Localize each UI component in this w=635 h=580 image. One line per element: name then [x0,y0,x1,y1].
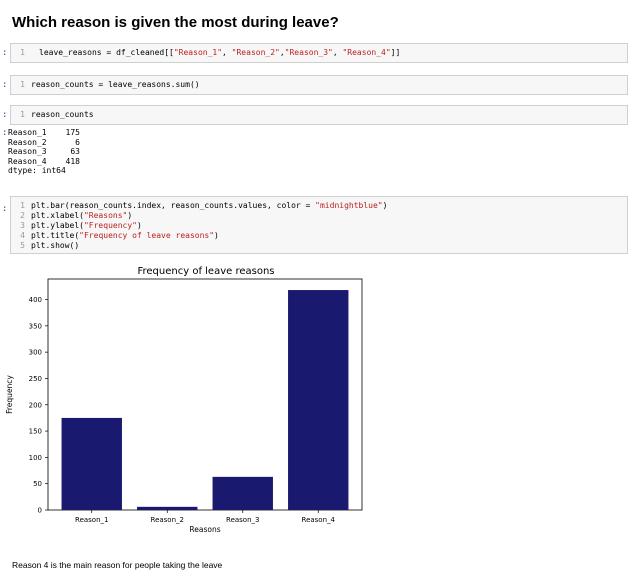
code-string: "midnightblue" [315,201,383,210]
line-number: 4 [20,231,25,240]
cell-prompt: : [2,80,8,90]
conclusion-note: Reason 4 is the main reason for people t… [12,560,223,570]
bars-group [61,290,349,510]
plot-area [47,278,363,511]
series-index: Reason_4 [8,156,47,166]
series-output: Reason_1 175 Reason_2 6 Reason_3 63 Reason_… [8,128,80,176]
code-cell-2[interactable]: 1 reason_counts = leave_reasons.sum() [10,75,628,95]
code-text: reason_counts = leave_reasons.sum() [31,80,200,89]
code-text: ]] [390,48,401,57]
bar-reason_2 [137,506,198,510]
y-tick-label: 400 [29,296,42,304]
bar-reason_4 [288,290,349,510]
cell-prompt: : [2,48,8,58]
code-line: 1 reason_counts = leave_reasons.sum() [11,80,627,90]
code-string: "Reason_2" [231,48,280,57]
series-value: 175 [65,128,80,137]
series-value: 6 [75,137,80,147]
code-text: plt.show() [31,241,80,250]
line-number: 3 [20,221,25,230]
bar-chart: Frequency of leave reasons Frequency Rea… [5,266,363,534]
code-text: ) [214,231,219,240]
x-tick-label: Reason_2 [151,516,184,524]
code-cell-plot[interactable]: 1 plt.bar(reason_counts.index, reason_cou… [10,196,628,254]
code-line: 1 plt.bar(reason_counts.index, reason_cou… [11,201,627,211]
x-tick-label: Reason_3 [226,516,259,524]
x-tick-label: Reason_1 [75,516,108,524]
y-tick-label: 100 [29,454,42,462]
code-line: 2 plt.xlabel("Reasons") [11,211,627,221]
code-string: "Reason_3" [284,48,333,57]
code-line: 4 plt.title("Frequency of leave reasons") [11,231,627,241]
code-line: 1 leave_reasons = df_cleaned[["Reason_1",… [11,48,627,58]
x-axis-label: Reasons [189,525,220,534]
bar-reason_3 [212,476,273,510]
code-cell-3[interactable]: 1 reason_counts [10,105,628,125]
series-dtype: dtype: int64 [8,166,66,175]
output-prompt: : [2,128,8,138]
code-text: plt.title( [31,231,80,240]
code-text: ) [136,221,142,230]
code-string: "Frequency of leave reasons" [79,231,215,240]
x-ticks-group: Reason_1 Reason_2 Reason_3 Reason_4 [75,510,336,524]
section-heading: Which reason is given the most during le… [12,14,339,31]
line-number: 2 [20,211,25,220]
series-value: 63 [70,147,80,156]
line-number: 1 [20,80,25,89]
code-text: plt.bar(reason_counts.index, reason_coun… [31,201,316,210]
y-tick-label: 200 [29,401,42,409]
y-tick-label: 250 [29,375,42,383]
code-line: 1 reason_counts [11,110,627,120]
code-text: ) [127,211,133,220]
series-index: Reason_1 [8,128,47,137]
code-cell-1[interactable]: 1 leave_reasons = df_cleaned[["Reason_1",… [10,43,628,63]
code-text: , [222,48,232,57]
code-text: , [332,48,343,57]
x-tick-label: Reason_4 [302,516,336,524]
code-text: plt.ylabel( [31,221,84,230]
line-number: 1 [20,110,25,119]
code-string: "Reason_4" [342,48,391,57]
code-string: "Reason_1" [173,48,223,57]
code-text: ) [382,201,388,210]
series-index: Reason_2 [8,137,47,147]
y-tick-label: 350 [29,322,42,330]
y-tick-label: 50 [33,480,42,488]
line-number: 1 [20,48,25,57]
cell-prompt: : [2,110,8,120]
cell-prompt: : [2,204,8,214]
y-axis-label: Frequency [5,375,14,414]
line-number: 1 [20,201,25,210]
y-tick-label: 150 [29,428,42,436]
bar-reason_1 [61,417,122,510]
code-text: , [279,48,285,57]
y-tick-label: 0 [38,507,42,515]
code-string: "Reasons" [83,211,128,220]
code-line: 5 plt.show() [11,241,627,251]
series-index: Reason_3 [8,147,47,156]
code-text: plt.xlabel( [31,211,84,220]
y-tick-label: 300 [29,349,42,357]
code-line: 3 plt.ylabel("Frequency") [11,221,627,231]
code-string: "Frequency" [83,221,137,230]
series-value: 418 [65,156,80,166]
y-ticks-group: 0 50 100 150 200 250 300 350 400 [29,296,48,515]
chart-title: Frequency of leave reasons [137,266,274,277]
code-text: reason_counts [31,110,94,119]
line-number: 5 [20,241,25,250]
code-text: leave_reasons = df_cleaned[[ [39,48,174,57]
